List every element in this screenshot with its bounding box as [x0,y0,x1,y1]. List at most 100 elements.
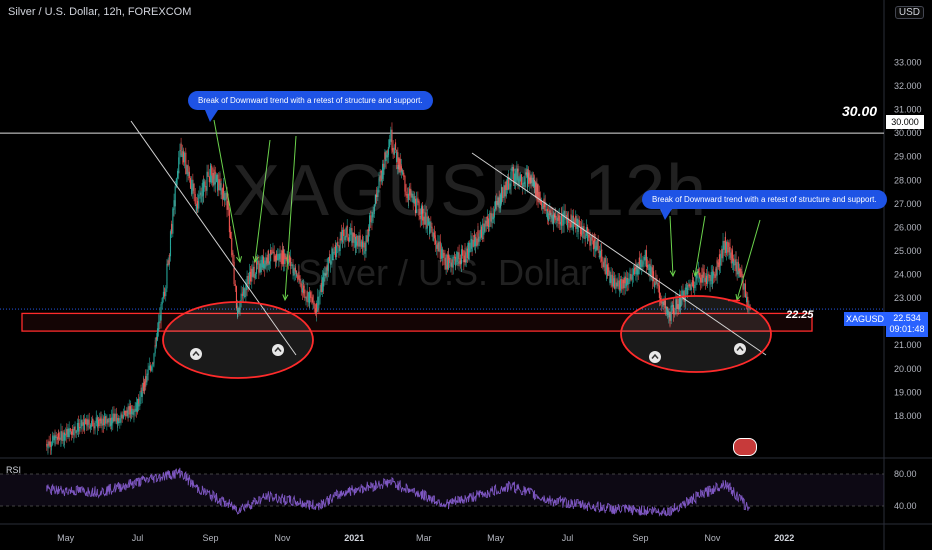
candle-body [334,245,336,258]
candle-body [213,169,215,172]
candle-body [707,274,709,281]
candle-body [405,191,407,196]
candle-body [437,242,439,252]
candle-body [53,437,55,440]
candle-body [377,187,379,191]
candle-body [257,260,259,262]
candle-body [218,187,220,191]
candle-body [301,288,303,293]
candle-body [122,415,124,416]
candle-body [559,222,561,224]
candle-body [160,304,162,321]
candle-body [323,272,325,287]
candle-body [360,241,362,246]
candle-body [100,416,102,424]
support-zone [21,312,813,332]
candle-body [585,227,587,235]
candle-body [82,422,84,426]
candle-body [234,285,236,287]
candle-body [443,252,445,258]
candle-body [671,305,673,307]
candle-body [246,275,248,290]
candle-body [681,290,683,297]
candle-body [390,129,392,142]
candle-body [451,259,453,268]
candle-body [535,182,537,195]
candle-body [662,301,664,307]
candle-body [72,429,74,435]
candle-body [709,275,711,285]
candle-body [456,254,458,263]
candle-body [575,215,577,229]
candle-body [358,235,360,238]
candle-body [298,271,300,280]
candle-body [746,296,748,303]
candle-body [506,179,508,190]
candle-body [81,424,83,427]
candle-body [116,418,119,424]
candle-body [456,251,458,255]
candle-body [418,201,420,209]
candle-body [357,235,359,239]
candle-body [485,220,487,227]
candle-body [504,189,506,197]
candle-body [99,418,101,421]
candle-body [526,172,529,189]
candle-body [52,435,54,440]
callout-right[interactable]: Break of Downward trend with a retest of… [642,190,887,209]
candle-body [268,261,270,264]
candle-body [610,274,612,283]
candle-body [131,408,133,415]
candle-body [197,201,199,209]
candle-body [284,253,286,259]
candle-body [271,252,273,254]
price-tick-label: 21.000 [894,340,922,350]
candle-body [643,257,645,261]
currency-button[interactable]: USD [894,6,924,19]
candle-body [630,276,632,280]
candle-body [356,235,358,246]
candle-body [206,171,208,182]
candle-body [690,284,692,290]
green-arrow-icon [669,215,674,277]
candle-body [419,216,421,220]
candle-body [667,310,669,315]
candle-body [612,278,615,280]
callout-left[interactable]: Break of Downward trend with a retest of… [188,91,433,110]
green-arrow-icon [213,119,241,263]
candle-body [126,410,128,413]
candle-body [120,414,122,418]
candle-body [94,422,96,425]
candle-body [566,218,569,228]
candle-body [536,183,538,200]
candle-body [151,366,153,368]
candle-body [80,420,82,423]
us-flag-icon[interactable] [733,438,757,456]
candle-body [592,247,594,250]
candle-body [744,283,746,290]
candle-body [152,362,154,364]
candle-body [519,174,521,182]
candle-body [361,244,364,248]
candle-body [330,260,332,265]
candle-body [365,235,367,248]
candle-body [108,418,110,420]
candle-body [698,272,701,278]
candle-body [154,345,156,347]
candle-body [275,253,278,260]
time-tick-label: Nov [274,533,291,543]
support-circle-right [620,295,772,373]
candle-body [149,368,152,371]
candle-body [455,262,457,267]
candle-body [741,271,743,276]
candle-body [278,253,280,261]
candle-body [683,300,685,302]
candle-body [576,218,578,222]
candle-body [628,278,630,284]
candle-body [245,283,247,294]
candle-body [545,209,547,211]
candle-body [458,257,460,259]
candle-body [657,285,659,287]
candle-body [201,186,203,197]
